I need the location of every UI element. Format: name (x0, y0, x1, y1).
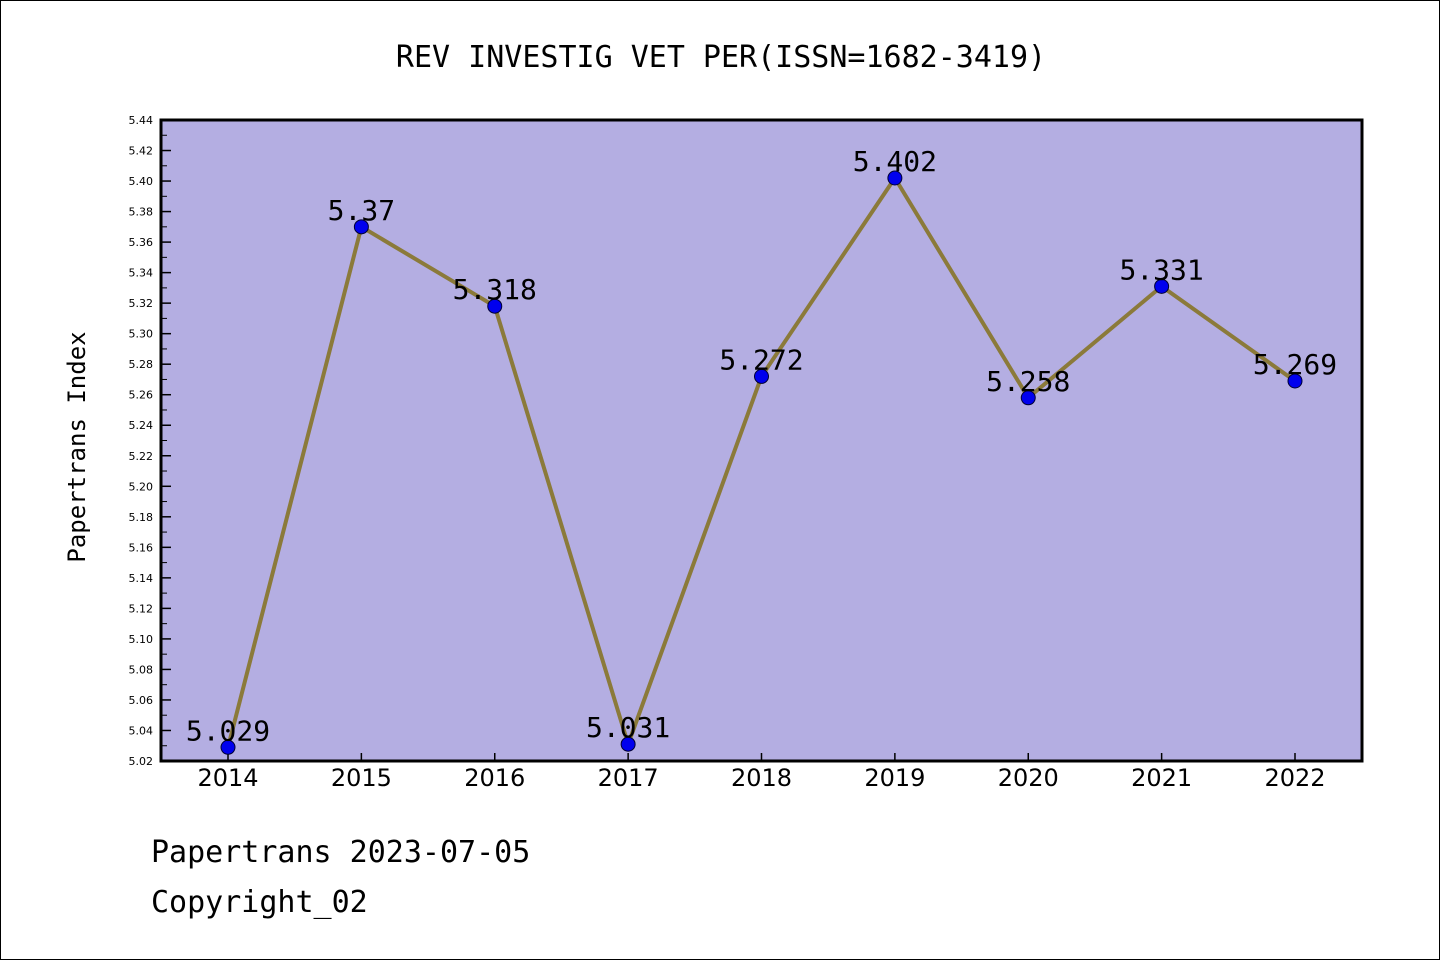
data-labels: 5.029 5.37 5.318 5.031 5.272 5.402 5.258 5.331 5… (186, 145, 1337, 747)
chart-title: REV INVESTIG VET PER(ISSN=1682-3419) (396, 40, 1046, 75)
y-tick-label: 5.42 (129, 145, 154, 158)
data-point (353, 219, 369, 235)
y-tick-label: 5.32 (129, 297, 154, 310)
footer-date: Papertrans 2023-07-05 (151, 835, 531, 870)
y-tick-label: 5.18 (129, 511, 154, 524)
data-label: 5.269 (1253, 348, 1337, 381)
y-tick-label: 5.10 (129, 633, 154, 646)
data-label: 5.37 (328, 194, 395, 227)
y-tick-label: 5.06 (129, 694, 154, 707)
y-tick-label: 5.40 (129, 175, 154, 188)
y-axis: 5.02 5.04 5.06 5.08 5.10 5.12 5.14 5.16 5.18 5.20… (129, 114, 171, 768)
data-label: 5.258 (986, 365, 1070, 398)
x-tick-label: 2022 (1264, 764, 1325, 792)
data-point (1154, 278, 1170, 294)
y-tick-label: 5.20 (129, 480, 154, 493)
y-tick-label: 5.38 (129, 206, 154, 219)
y-tick-label: 5.12 (129, 602, 154, 615)
y-tick-label: 5.30 (129, 328, 154, 341)
footer-copyright: Copyright_02 (151, 885, 368, 920)
x-tick-label: 2020 (998, 764, 1059, 792)
y-tick-label: 5.04 (129, 724, 154, 737)
data-point (887, 170, 903, 186)
data-label: 5.029 (186, 714, 270, 747)
x-axis: 2014 2015 2016 2017 2018 2019 2020 2021 2022 (197, 753, 1326, 792)
y-tick-label: 5.24 (129, 419, 154, 432)
data-point (1287, 373, 1303, 389)
data-label: 5.331 (1119, 253, 1203, 286)
data-point (487, 298, 503, 314)
y-tick-label: 5.44 (129, 114, 154, 127)
y-tick-label: 5.02 (129, 755, 154, 768)
y-tick-label: 5.26 (129, 389, 154, 402)
data-point (754, 368, 769, 384)
data-points (220, 170, 1303, 755)
x-tick-label: 2017 (598, 764, 659, 792)
y-tick-label: 5.36 (129, 236, 154, 249)
plot-frame (159, 118, 1364, 763)
y-tick-label: 5.14 (129, 572, 154, 585)
data-point (620, 736, 636, 752)
x-tick-label: 2021 (1131, 764, 1192, 792)
y-tick-label: 5.16 (129, 541, 154, 554)
x-tick-label: 2015 (331, 764, 392, 792)
y-tick-label: 5.08 (129, 663, 154, 676)
x-tick-label: 2018 (731, 764, 792, 792)
data-point (1020, 390, 1036, 406)
data-label: 5.272 (719, 343, 803, 376)
x-tick-label: 2016 (464, 764, 525, 792)
y-tick-label: 5.28 (129, 358, 154, 371)
y-tick-label: 5.22 (129, 450, 154, 463)
y-axis-label: Papertrans Index (63, 331, 91, 562)
x-tick-label: 2014 (197, 764, 258, 792)
data-label: 5.031 (586, 711, 670, 744)
data-label: 5.318 (453, 273, 537, 306)
x-tick-label: 2019 (864, 764, 925, 792)
data-label: 5.402 (853, 145, 937, 178)
data-point (220, 739, 236, 755)
y-tick-label: 5.34 (129, 267, 154, 280)
